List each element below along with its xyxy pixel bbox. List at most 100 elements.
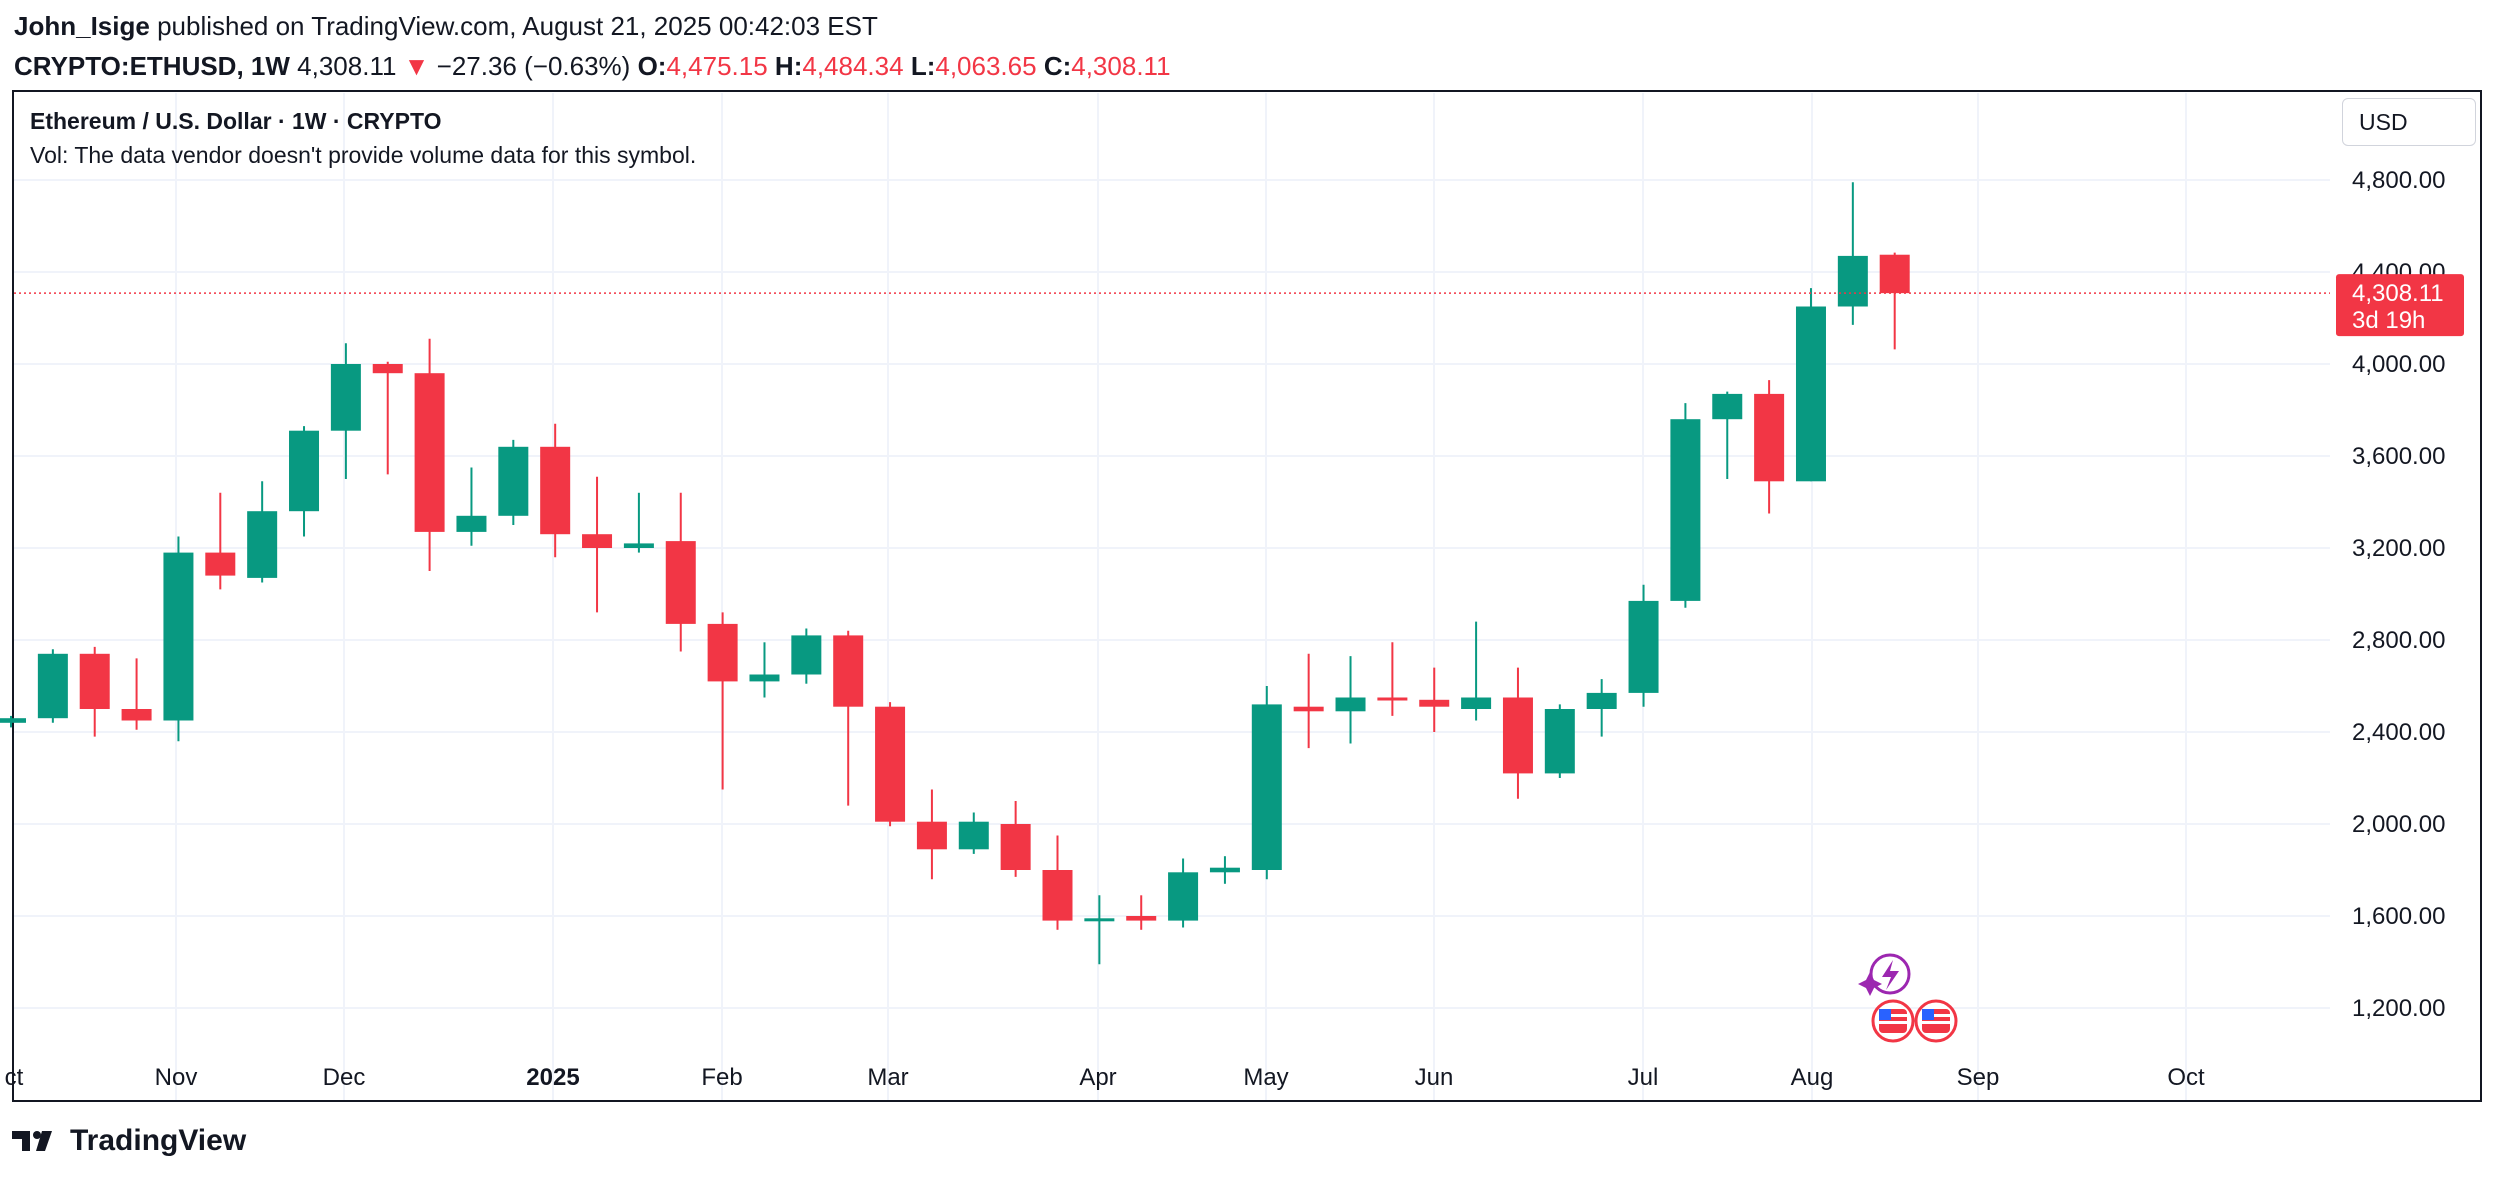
time-axis: ct Nov Dec 2025 Feb Mar Apr May Jun Jul Aug Sep Oct: [5, 1064, 2205, 1091]
candle-down: [79, 653, 110, 709]
candle-down: [875, 706, 906, 822]
x-tick-label: ct: [5, 1064, 24, 1091]
candle-up: [1544, 709, 1575, 774]
y-tick-label: 1,600.00: [2352, 903, 2445, 930]
volume-note: Vol: The data vendor doesn't provide vol…: [30, 142, 697, 168]
x-tick-label: Mar: [867, 1064, 908, 1091]
high-label: H:: [774, 51, 803, 81]
grid-lines: [14, 93, 2330, 1100]
candle-up: [1335, 697, 1366, 712]
x-tick-label: Feb: [701, 1064, 742, 1091]
candle-up: [1461, 697, 1492, 709]
x-tick-label: Oct: [2167, 1064, 2205, 1091]
candle-down: [1126, 916, 1157, 921]
candle-down: [916, 821, 947, 850]
candle-up: [1837, 255, 1868, 307]
price-axis: 1,200.00 1,600.00 2,000.00 2,400.00 2,800.00…: [2352, 167, 2445, 1022]
x-tick-label: Sep: [1957, 1064, 2000, 1091]
candle-up: [456, 515, 487, 532]
sparkle-icon: [1858, 972, 1882, 996]
candle-up: [289, 430, 320, 512]
y-tick-label: 1,200.00: [2352, 995, 2445, 1022]
candle-up: [247, 511, 278, 578]
x-tick-label: Jul: [1628, 1064, 1659, 1091]
candle-up: [958, 821, 989, 850]
candle-up: [791, 635, 822, 675]
candle-down: [1754, 393, 1785, 482]
last-price-tag-value: 4,308.11: [2352, 280, 2444, 307]
candle-down: [414, 373, 445, 532]
x-tick-label: Dec: [323, 1064, 366, 1091]
last-price-tag: [2336, 274, 2464, 337]
high-value: 4,484.34: [802, 51, 904, 81]
open-value: 4,475.15: [666, 51, 768, 81]
candle-up: [749, 674, 780, 682]
chart-frame[interactable]: [12, 90, 2482, 1102]
candle-down: [1000, 824, 1031, 870]
x-tick-label: 2025: [526, 1064, 579, 1091]
brand-name: TradingView: [70, 1124, 247, 1157]
publish-header: John_Isige published on TradingView.com,…: [14, 6, 1171, 86]
candle-up: [1586, 692, 1617, 709]
legend-title[interactable]: Ethereum / U.S. Dollar · 1W · CRYPTO: [30, 108, 442, 134]
published-text: published on TradingView.com, August 21,…: [157, 11, 878, 41]
x-tick-label: Nov: [155, 1064, 198, 1091]
low-value: 4,063.65: [935, 51, 1037, 81]
change-value: −27.36 (−0.63%): [436, 51, 631, 81]
publish-line: John_Isige published on TradingView.com,…: [14, 6, 1171, 46]
us-flag-icon: [1914, 999, 1958, 1043]
candle-up: [330, 364, 361, 431]
candle-up: [1628, 600, 1659, 693]
footer-brand[interactable]: TradingView: [12, 1124, 246, 1158]
y-tick-label: 2,000.00: [2352, 811, 2445, 838]
candle-down: [1419, 699, 1450, 707]
candle-down: [540, 446, 571, 535]
candle-up: [623, 543, 654, 548]
candle-down: [121, 709, 152, 721]
low-label: L:: [910, 51, 936, 81]
candle-down: [707, 623, 738, 682]
last-price: 4,308.11: [297, 51, 397, 81]
currency-button[interactable]: USD: [2342, 98, 2476, 146]
candle-up: [1712, 393, 1743, 420]
x-tick-label: Aug: [1791, 1064, 1834, 1091]
candle-down: [665, 541, 696, 624]
x-tick-label: Jun: [1415, 1064, 1454, 1091]
candle-down: [1293, 706, 1324, 712]
candle-up: [1251, 704, 1282, 870]
candle-down: [1377, 697, 1408, 701]
candle-down: [582, 534, 613, 548]
y-tick-label: 3,200.00: [2352, 535, 2445, 562]
tradingview-logo-icon: [12, 1131, 52, 1151]
close-value: 4,308.11: [1071, 51, 1171, 81]
y-tick-label: 4,800.00: [2352, 167, 2445, 194]
y-tick-label: 4,000.00: [2352, 351, 2445, 378]
lightning-icon: [1882, 960, 1899, 990]
candle-down: [1502, 697, 1533, 774]
candle-up: [498, 446, 529, 516]
candles: [0, 182, 1910, 965]
us-flag-icon: [1871, 999, 1915, 1043]
candle-up: [1084, 918, 1115, 922]
candle-up: [1795, 306, 1826, 482]
down-arrow-icon: ▼: [403, 51, 430, 81]
y-tick-label: 2,800.00: [2352, 627, 2445, 654]
ohlc-line: CRYPTO:ETHUSD, 1W 4,308.11 ▼ −27.36 (−0.…: [14, 46, 1171, 86]
author-name[interactable]: John_Isige: [14, 11, 150, 41]
symbol-label: CRYPTO:ETHUSD, 1W: [14, 51, 290, 81]
candle-up: [1209, 867, 1240, 873]
candle-down: [1042, 870, 1073, 921]
candle-down: [205, 552, 236, 576]
candle-down: [1879, 254, 1910, 294]
event-icons[interactable]: [1858, 953, 1958, 1043]
x-tick-label: Apr: [1079, 1064, 1116, 1091]
open-label: O:: [637, 51, 667, 81]
y-tick-label: 3,600.00: [2352, 443, 2445, 470]
candle-up: [1670, 419, 1701, 601]
candle-down: [833, 635, 864, 707]
y-tick-label: 2,400.00: [2352, 719, 2445, 746]
candle-down: [372, 364, 403, 374]
close-label: C:: [1043, 51, 1072, 81]
